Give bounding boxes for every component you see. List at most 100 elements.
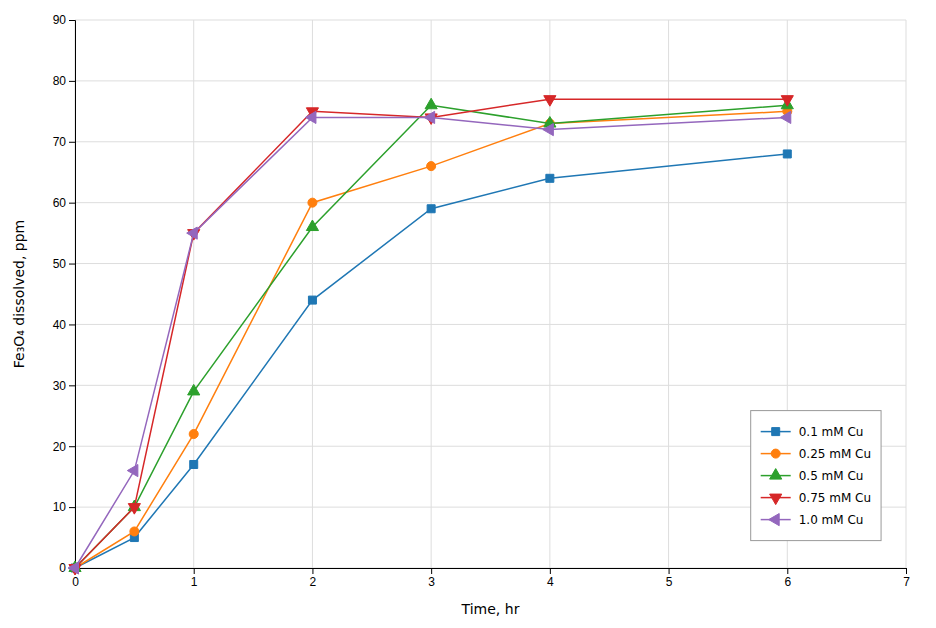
grid-line-x [193,20,194,568]
tick-label: 7 [903,575,910,589]
legend-marker [772,428,780,436]
tick-label: 90 [53,13,67,27]
x-axis-title: Time, hr [461,601,520,617]
marker [308,198,317,207]
grid-line-y [75,141,906,142]
tick-mark [69,446,75,447]
marker [781,96,793,107]
grid [75,20,906,568]
legend-marker [769,514,780,526]
tick: 2 [310,568,317,589]
marker [427,205,435,213]
axis-line [76,569,907,575]
tick: 20 [53,440,75,454]
tick-mark [550,568,551,574]
tick-mark [69,385,75,386]
tick: 4 [547,568,554,589]
legend-item: 0.5 mM Cu [761,469,864,483]
legend-label: 0.1 mM Cu [799,425,864,439]
marker [308,296,316,304]
tick-label: 5 [666,575,673,589]
series-line [75,117,787,568]
series-line [75,105,787,568]
marker [128,504,140,515]
tick: 7 [903,568,910,589]
marker [127,464,138,476]
tick-label: 2 [310,575,317,589]
tick: 70 [53,135,75,149]
tick: 30 [53,379,75,393]
marker [306,220,318,231]
legend-item: 1.0 mM Cu [761,513,864,527]
tick-label: 40 [53,318,67,332]
tick-label: 50 [53,257,67,271]
legend-label: 0.25 mM Cu [799,447,871,461]
tick: 80 [53,74,75,88]
tick-mark [69,203,75,204]
legend-item: 0.75 mM Cu [761,491,871,505]
tick-mark [69,264,75,265]
grid-line-x [668,20,669,568]
plot: 0123456701020304050607080900.1 mM Cu0.25… [53,13,911,588]
tick: 50 [53,257,75,271]
legend-marker [771,449,780,458]
marker [546,174,554,182]
series-line [75,154,787,568]
legend: 0.1 mM Cu 0.25 mM Cu 0.5 mM Cu 0.75 mM Cu 1.… [751,411,881,541]
tick-mark [69,81,75,82]
grid-line-y [75,324,906,325]
series-line [75,111,787,568]
legend-label: 0.5 mM Cu [799,469,864,483]
tick-label: 30 [53,379,67,393]
grid-line-y [75,80,906,81]
legend-label: 0.75 mM Cu [799,491,871,505]
tick-mark [787,568,788,574]
marker [780,111,791,123]
series-line [75,99,787,568]
tick-mark [69,142,75,143]
tick-mark [69,20,75,21]
marker [425,98,437,109]
marker [424,111,435,123]
marker [188,384,200,395]
tick-label: 20 [53,440,67,454]
tick-label: 1 [191,575,198,589]
marker [189,430,198,439]
tick-label: 60 [53,196,67,210]
tick: 5 [666,568,673,589]
grid-line-y [75,263,906,264]
tick: 40 [53,318,75,332]
legend-item: 0.25 mM Cu [761,447,871,461]
tick: 6 [784,568,791,589]
marker [190,460,198,468]
grid-line-x [906,20,907,568]
grid-line-y [75,202,906,203]
grid-line-y [75,385,906,386]
x-axis: 01234567 [72,568,910,589]
tick-label: 3 [428,575,435,589]
tick-label: 70 [53,135,67,149]
tick-label: 6 [784,575,791,589]
marker [68,562,79,574]
tick-mark [431,568,432,574]
tick: 1 [191,568,198,589]
axis-line [69,21,76,569]
legend-box [751,411,881,541]
tick-mark [669,568,670,574]
series-group [68,96,793,575]
y-axis-title: Fe₃O₄ dissolved, ppm [11,220,27,369]
tick-mark [69,507,75,508]
tick: 3 [428,568,435,589]
marker [543,124,554,136]
tick-mark [312,568,313,574]
grid-line-x [312,20,313,568]
marker [130,527,139,536]
tick-mark [194,568,195,574]
tick-label: 10 [53,500,67,514]
tick-label: 4 [547,575,554,589]
legend-label: 1.0 mM Cu [799,513,864,527]
tick: 60 [53,196,75,210]
legend-marker [770,469,782,480]
tick-label: 0 [59,561,66,575]
tick: 10 [53,500,75,514]
